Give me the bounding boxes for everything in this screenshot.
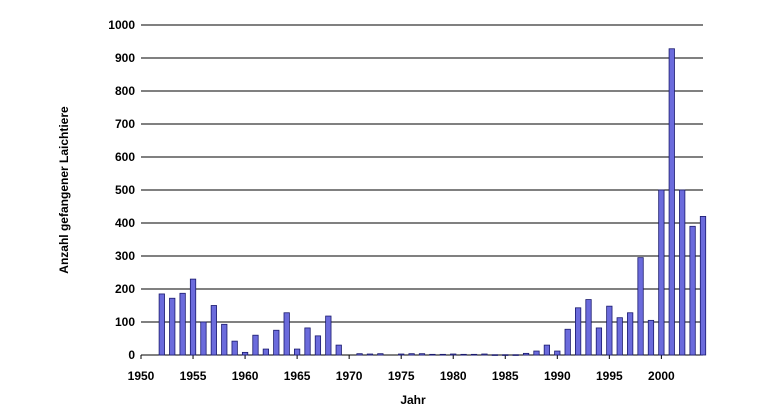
bar-1983 — [481, 353, 488, 356]
bar-1978 — [429, 353, 436, 356]
x-tick-label: 2000 — [648, 369, 675, 383]
bar-1982 — [470, 353, 478, 356]
bar-1992 — [575, 307, 582, 356]
bar-1987 — [522, 352, 530, 356]
x-tick-label: 1985 — [492, 369, 519, 383]
gridlines — [140, 24, 703, 359]
y-tick-label: 800 — [115, 84, 135, 98]
x-tick-label: 1975 — [388, 369, 415, 383]
bar-1985 — [502, 354, 509, 356]
y-tick-label: 200 — [115, 282, 135, 296]
y-tick-label: 100 — [115, 315, 135, 329]
bar-1990 — [554, 350, 561, 356]
x-tick-label: 1965 — [284, 369, 311, 383]
y-tick-label: 1000 — [108, 18, 135, 32]
bar-2000 — [658, 189, 665, 356]
bar-1966 — [304, 327, 311, 356]
y-tick-label: 900 — [115, 51, 135, 65]
x-tick-labels: 1950 1955 1960 1965 1970 1975 1980 1985 1990 1995… — [128, 369, 675, 383]
x-tick-label: 1960 — [232, 369, 259, 383]
bar-1972 — [366, 353, 374, 356]
y-tick-label: 0 — [128, 348, 135, 362]
bar-1953 — [169, 297, 176, 356]
bar-1971 — [356, 353, 363, 356]
bar-1986 — [512, 354, 519, 356]
bar-1960 — [241, 351, 249, 356]
bar-1954 — [179, 292, 186, 356]
bar-1952 — [158, 293, 165, 356]
bar-1956 — [200, 321, 207, 356]
bar-1998 — [637, 257, 644, 356]
bar-1963 — [273, 329, 280, 356]
bar-2003 — [689, 225, 696, 356]
bar-1967 — [314, 335, 322, 356]
bar-1959 — [231, 340, 238, 356]
x-tick-label: 1970 — [336, 369, 363, 383]
x-tick-label: 1990 — [544, 369, 571, 383]
x-tick-label: 1995 — [596, 369, 623, 383]
bar-1984 — [491, 354, 498, 356]
bar-1961 — [252, 334, 259, 356]
bar-1977 — [418, 353, 426, 356]
bar-1997 — [627, 312, 634, 356]
bar-1981 — [460, 353, 467, 356]
bar-1964 — [283, 312, 290, 356]
x-tick-label: 1950 — [128, 369, 155, 383]
bar-1989 — [543, 344, 550, 356]
y-tick-label: 600 — [115, 150, 135, 164]
y-tick-label: 700 — [115, 117, 135, 131]
bar-1999 — [647, 319, 655, 356]
bar-1973 — [377, 353, 384, 356]
bar-1988 — [533, 350, 540, 356]
bar-1958 — [221, 323, 228, 356]
bar-1975 — [398, 353, 405, 356]
bar-1962 — [262, 348, 269, 356]
y-tick-label: 500 — [115, 183, 135, 197]
bar-1980 — [450, 353, 457, 356]
y-tick-labels: 0 100 200 300 400 500 600 700 800 900 1000 — [108, 18, 135, 362]
bar-1965 — [294, 348, 301, 356]
bar-1969 — [335, 344, 342, 356]
bar-1955 — [189, 278, 197, 356]
y-tick-label: 400 — [115, 216, 135, 230]
bar-1957 — [210, 305, 217, 356]
bar-1991 — [564, 328, 571, 356]
x-tick-label: 1955 — [180, 369, 207, 383]
bar-2004 — [699, 215, 707, 356]
bar-1979 — [439, 353, 446, 356]
bar-1976 — [408, 353, 415, 356]
bars — [158, 48, 707, 356]
bar-1994 — [595, 327, 603, 356]
x-axis-title: Jahr — [400, 393, 426, 407]
x-tick-label: 1980 — [440, 369, 467, 383]
bar-1995 — [606, 305, 613, 356]
bar-1993 — [585, 299, 592, 356]
y-axis-title: Anzahl gefangener Laichtiere — [57, 106, 71, 274]
bar-2001 — [668, 48, 675, 356]
bar-1968 — [325, 315, 332, 356]
y-tick-label: 300 — [115, 249, 135, 263]
bar-1996 — [616, 317, 623, 356]
bar-2002 — [679, 189, 686, 356]
